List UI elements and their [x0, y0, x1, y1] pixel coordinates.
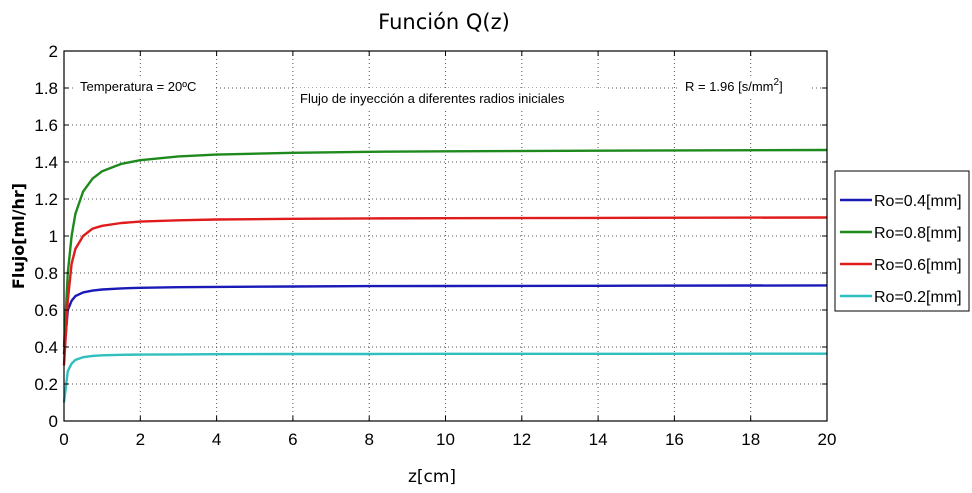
y-tick-label: 2	[49, 42, 58, 61]
y-tick-label: 1.4	[34, 153, 58, 172]
y-tick-label: 1	[49, 227, 58, 246]
x-tick-label: 20	[818, 430, 837, 449]
resistance-prefix: R = 1.96 [s/mm	[685, 79, 774, 94]
y-tick-label: 1.6	[34, 116, 58, 135]
y-tick-labels: 0 0.2 0.4 0.6 0.8 1 1.2 1.4 1.6 1.8 2	[34, 42, 58, 431]
series-line-1	[62, 148, 828, 348]
chart-title: Función Q(z)	[378, 10, 510, 34]
legend: Ro=0.4[mm] Ro=0.8[mm] Ro=0.6[mm] Ro=0.2[mm]	[834, 170, 970, 312]
subtitle-annotation: Flujo de inyección a diferentes radios i…	[300, 91, 565, 106]
y-tick-label: 0.6	[34, 301, 58, 320]
x-tick-label: 10	[436, 430, 455, 449]
y-tick-label: 0.2	[34, 375, 58, 394]
x-tick-label: 6	[288, 430, 297, 449]
resistance-annotation: R = 1.96 [s/mm2]	[685, 77, 783, 94]
temperature-annotation: Temperatura = 20ºC	[80, 79, 196, 94]
series-lines	[62, 148, 828, 403]
legend-label-2: Ro=0.6[mm]	[874, 257, 962, 274]
x-tick-label: 14	[589, 430, 608, 449]
x-tick-label: 8	[364, 430, 373, 449]
y-tick-label: 0	[49, 412, 58, 431]
tick-marks	[63, 50, 828, 422]
legend-label-3: Ro=0.2[mm]	[874, 289, 962, 306]
x-tick-label: 4	[212, 430, 221, 449]
resistance-exponent: 2	[774, 77, 780, 88]
legend-label-1: Ro=0.8[mm]	[874, 225, 962, 242]
x-tick-label: 16	[665, 430, 684, 449]
x-axis-label: z[cm]	[408, 467, 456, 487]
y-tick-label: 0.8	[34, 264, 58, 283]
series-line-0	[62, 284, 828, 355]
y-tick-label: 1.2	[34, 190, 58, 209]
grid	[64, 51, 827, 421]
x-tick-label: 2	[136, 430, 145, 449]
y-tick-label: 0.4	[34, 338, 58, 357]
y-tick-label: 1.8	[34, 79, 58, 98]
x-tick-labels: 0 2 4 6 8 10 12 14 16 18 20	[59, 430, 836, 449]
resistance-suffix: ]	[779, 79, 783, 94]
legend-box	[834, 170, 970, 312]
x-tick-label: 12	[512, 430, 531, 449]
x-tick-label: 0	[59, 430, 68, 449]
x-tick-label: 18	[741, 430, 760, 449]
series-line-2	[62, 216, 828, 366]
y-axis-label: Flujo[ml/hr]	[9, 183, 28, 289]
legend-label-0: Ro=0.4[mm]	[874, 193, 962, 210]
series-line-3	[62, 352, 828, 403]
